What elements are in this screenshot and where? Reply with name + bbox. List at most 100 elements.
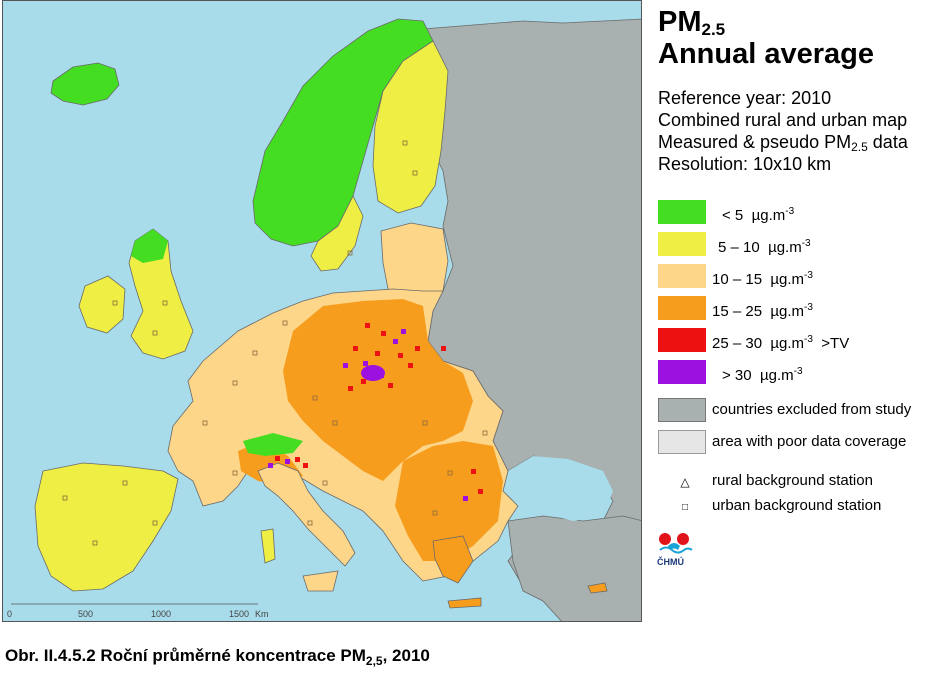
scotland: [131, 229, 168, 263]
hotspot-cell: [361, 379, 366, 384]
scale-bar: 0 500 1000 1500 Km: [7, 603, 269, 619]
urban-station-marker: [62, 495, 68, 501]
hotspot-cell: [381, 331, 386, 336]
urban-station-marker: [307, 520, 313, 526]
urban-station-marker: [112, 300, 118, 306]
hotspot-cell: [388, 383, 393, 388]
hotspot-cell: [303, 463, 308, 468]
scale-tick-1000: 1000: [151, 609, 171, 619]
urban-station-marker: [92, 540, 98, 546]
class-label-lt5: < 5 µg.m-3: [722, 206, 795, 224]
urban-station-marker: [232, 470, 238, 476]
urban-station-marker: [312, 395, 318, 401]
italy: [257, 462, 356, 567]
hotspot-cell: [285, 459, 290, 464]
urban-station-marker: [422, 420, 428, 426]
urban-station-marker: [282, 320, 288, 326]
hotspot-cell: [471, 469, 476, 474]
class-label-10-15: 10 – 15 µg.m-3: [712, 270, 813, 288]
urban-station-marker: [152, 330, 158, 336]
chmu-logo: ČHMÚ: [656, 530, 696, 570]
class-label-gt30: > 30 µg.m-3: [722, 366, 803, 384]
urban-station-marker: [252, 350, 258, 356]
scale-tick-0: 0: [7, 609, 12, 619]
hotspot-cell: [375, 351, 380, 356]
urban-station-marker: [347, 250, 353, 256]
legend-title-pm: PM2.5: [658, 6, 726, 39]
class-label-5-10: 5 – 10 µg.m-3: [718, 238, 811, 256]
swatch-poor-coverage: [658, 430, 706, 454]
urban-station-marker: [122, 480, 128, 486]
hotspot-cell: [353, 346, 358, 351]
hotspot-cell: [478, 489, 483, 494]
swatch-5-10: [658, 232, 706, 256]
swatch-10-15: [658, 264, 706, 288]
sicily: [302, 570, 339, 592]
scale-unit: Km: [255, 609, 269, 619]
urban-station-marker: [202, 420, 208, 426]
resolution-note: Resolution: 10x10 km: [658, 154, 832, 174]
hotspot-cell: [365, 323, 370, 328]
south-sweden: [310, 195, 364, 272]
urban-station-marker: [447, 470, 453, 476]
hotspot-cell: [393, 339, 398, 344]
finland: [372, 40, 449, 214]
rural-station-label: rural background station: [712, 472, 873, 489]
crete: [447, 597, 482, 609]
swatch-excluded: [658, 398, 706, 422]
urban-station-marker: [432, 510, 438, 516]
legend-title-annual: Annual average: [658, 38, 874, 70]
urban-station-marker: [232, 380, 238, 386]
urban-station-label: urban background station: [712, 497, 882, 514]
excluded-label: countries excluded from study: [712, 401, 912, 418]
urban-station-marker: [482, 430, 488, 436]
orange-zone-central: [283, 299, 473, 481]
hotspot-cell: [295, 457, 300, 462]
cyprus: [587, 582, 608, 594]
black-sea: [503, 456, 613, 521]
figure-caption: Obr. II.4.5.2 Roční průměrné koncentrace…: [5, 646, 430, 668]
legend-panel: PM2.5 Annual average Reference year: 201…: [648, 0, 950, 622]
triangle-icon: △: [680, 475, 690, 489]
combined-map-note: Combined rural and urban map: [658, 110, 908, 130]
urban-station-marker: [402, 140, 408, 146]
square-icon: □: [681, 502, 689, 513]
sardinia: [260, 528, 276, 564]
greece: [432, 535, 474, 584]
chmu-logo-text: ČHMÚ: [657, 556, 684, 567]
baltics: [380, 222, 449, 298]
scale-tick-500: 500: [78, 609, 93, 619]
scale-tick-1500: 1500: [229, 609, 249, 619]
urban-station-marker: [412, 170, 418, 176]
hotspot-cell: [363, 361, 368, 366]
ireland: [78, 275, 126, 334]
hotspot-cell: [343, 363, 348, 368]
swatch-gt30: [658, 360, 706, 384]
hotspot-cell: [275, 456, 280, 461]
hotspot-cell: [441, 346, 446, 351]
poor-coverage-label: area with poor data coverage: [712, 433, 907, 450]
alps: [243, 433, 303, 456]
iberia: [34, 462, 179, 592]
swatch-25-30: [658, 328, 706, 352]
hotspot-cell: [463, 496, 468, 501]
measured-data-note: Measured & pseudo PM2.5 data: [658, 132, 908, 154]
hotspot-cell: [415, 346, 420, 351]
class-label-15-25: 15 – 25 µg.m-3: [712, 302, 813, 320]
iceland: [50, 62, 120, 106]
hotspot-cell: [408, 363, 413, 368]
hotspot-layer: [62, 140, 488, 546]
hotspot-cell: [268, 463, 273, 468]
urban-station-marker: [162, 300, 168, 306]
hotspot-cell: [398, 353, 403, 358]
class-label-25-30: 25 – 30 µg.m-3 >TV: [712, 334, 850, 352]
swatch-15-25: [658, 296, 706, 320]
hotspot-cell: [348, 386, 353, 391]
urban-station-marker: [152, 520, 158, 526]
swatch-lt5: [658, 200, 706, 224]
hotspot-silesia: [361, 365, 385, 381]
pm25-map: 0 500 1000 1500 Km: [2, 0, 642, 622]
reference-year: Reference year: 2010: [658, 88, 832, 108]
urban-station-marker: [322, 480, 328, 486]
hotspot-cell: [401, 329, 406, 334]
